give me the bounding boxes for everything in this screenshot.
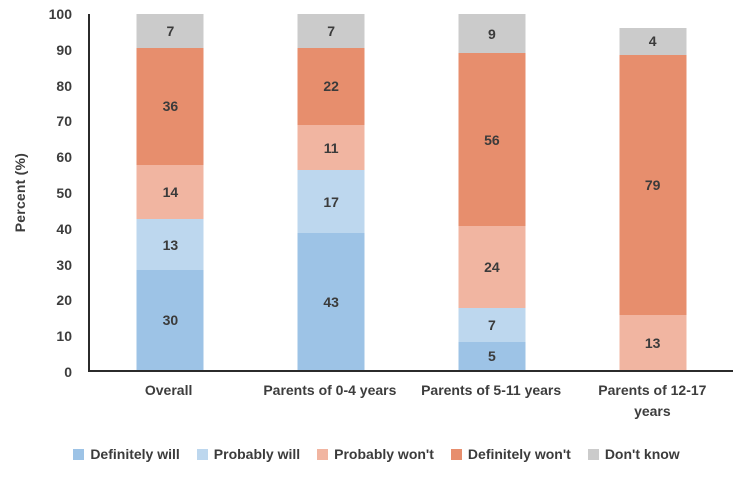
bar-segment: 7 [136,14,204,49]
legend-swatch [73,448,85,460]
x-axis-labels: Overall Parents of 0-4 years Parents of 5-… [88,380,733,422]
bar-segment: 17 [297,170,365,234]
bar-segment: 79 [619,54,687,316]
bar-value-label: 79 [644,177,661,194]
bar-value-label: 56 [484,131,500,148]
bars-row: 30 13 14 36 7 43 17 11 22 7 5 7 24 56 9 13 79 4 [90,14,733,370]
bar-segment: 13 [619,315,687,370]
y-tick-label: 90 [56,41,72,58]
stacked-bar: 5 7 24 56 9 [458,14,526,370]
bar-segment: 7 [458,308,526,342]
bar-value-label: 43 [323,293,339,310]
bar-segment: 56 [458,53,526,227]
legend-item: Definitely will [73,446,180,462]
x-label-slot: Parents of 12-17 years [572,380,733,422]
bar-segment: 11 [297,124,365,171]
legend-swatch [196,448,208,460]
stacked-bar: 30 13 14 36 7 [136,14,204,370]
bar-value-label: 11 [323,139,339,156]
bar-value-label: 14 [162,183,179,200]
y-tick-label: 30 [56,256,72,273]
bar-value-label: 7 [166,23,175,39]
bar-segment: 4 [619,28,687,55]
bar-segment: 22 [297,48,365,125]
legend-swatch [317,448,329,460]
bar-segment: 14 [136,164,204,220]
bar-value-label: 17 [323,193,339,210]
bar-segment: 9 [458,14,526,54]
x-category-label: Parents of 5-11 years [421,382,562,398]
bar-segment: 43 [297,233,365,370]
bar-segment: 5 [458,341,526,370]
x-label-slot: Overall [88,380,249,422]
bar-value-label: 24 [484,259,500,276]
y-tick-label: 60 [56,149,72,166]
legend-label: Definitely will [90,446,180,462]
bar-value-label: 36 [162,98,179,115]
y-tick-label: 20 [56,292,72,309]
x-label-slot: Parents of 0-4 years [249,380,410,422]
bar-segment: 36 [136,48,204,165]
x-category-label: Overall [144,382,193,398]
y-tick-label: 100 [48,6,72,22]
x-category-label: Parents of 12-17 years [598,382,707,419]
y-tick-label: 0 [64,364,72,380]
bar-value-label: 13 [644,334,661,351]
bar-segment: 7 [297,14,365,49]
legend-label: Probably will [213,446,301,462]
bar-value-label: 4 [648,33,657,50]
bar-value-label: 13 [162,236,179,253]
bar-value-label: 9 [487,25,496,42]
bar-slot: 13 79 4 [572,14,733,370]
y-tick-label: 80 [56,77,72,94]
legend-item: Probably won't [317,446,434,462]
legend-label: Definitely won't [467,446,571,462]
bar-segment: 13 [136,219,204,271]
bar-slot: 30 13 14 36 7 [90,14,251,370]
legend-item: Definitely won't [450,446,571,462]
y-tick-label: 40 [56,220,72,237]
y-axis-ticks: 0 10 20 30 40 50 60 70 80 90 100 [0,6,80,380]
legend-item: Don't know [587,446,680,462]
stacked-bar: 43 17 11 22 7 [297,14,365,370]
legend-label: Don't know [604,446,680,462]
chart-legend: Definitely will Probably will Probably won… [0,446,753,462]
x-category-label: Parents of 0-4 years [263,382,397,398]
bar-slot: 43 17 11 22 7 [251,14,412,370]
x-label-slot: Parents of 5-11 years [411,380,572,422]
y-tick-label: 70 [56,113,72,130]
bar-segment: 30 [136,270,204,370]
legend-label: Probably won't [334,446,434,462]
bar-value-label: 30 [162,312,179,329]
bar-value-label: 7 [327,23,336,39]
legend-item: Probably will [196,446,301,462]
bar-segment: 24 [458,226,526,309]
bar-slot: 5 7 24 56 9 [412,14,573,370]
bar-value-label: 5 [487,347,496,364]
legend-swatch [587,448,599,460]
stacked-bar: 13 79 4 [619,28,687,370]
plot-area: 30 13 14 36 7 43 17 11 22 7 5 7 24 56 9 13 79 4 [88,14,733,372]
y-tick-label: 10 [56,328,72,345]
y-tick-label: 50 [56,185,72,201]
legend-swatch [450,448,462,460]
bar-value-label: 7 [487,316,496,333]
bar-value-label: 22 [323,78,339,95]
